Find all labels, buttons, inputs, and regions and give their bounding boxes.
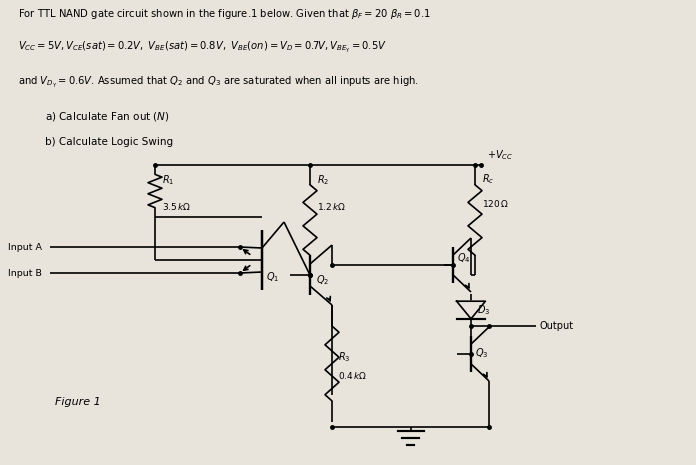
- Text: $R_3$: $R_3$: [338, 350, 351, 364]
- Text: $R_1$: $R_1$: [162, 173, 175, 187]
- Text: $Q_2$: $Q_2$: [316, 273, 329, 287]
- Text: $V_{CC} = 5V, V_{CE}(sat) = 0.2V,\ V_{BE}(sat) = 0.8V,\ V_{BE}(on) = V_D = 0.7V,: $V_{CC} = 5V, V_{CE}(sat) = 0.2V,\ V_{BE…: [18, 40, 387, 55]
- Polygon shape: [457, 301, 485, 319]
- Text: a) Calculate Fan out ($N$): a) Calculate Fan out ($N$): [45, 110, 170, 123]
- Text: Figure 1: Figure 1: [55, 397, 101, 407]
- Text: $+V_{CC}$: $+V_{CC}$: [487, 148, 513, 162]
- Text: Input A: Input A: [8, 243, 42, 252]
- Text: $D_3$: $D_3$: [477, 303, 490, 317]
- Text: $Q_3$: $Q_3$: [475, 346, 489, 360]
- Text: Output: Output: [539, 321, 573, 331]
- Text: and $V_{D_Y} = 0.6V$. Assumed that $Q_2$ and $Q_3$ are saturated when all inputs: and $V_{D_Y} = 0.6V$. Assumed that $Q_2$…: [18, 75, 419, 90]
- Text: b) Calculate Logic Swing: b) Calculate Logic Swing: [45, 137, 173, 147]
- Text: $R_2$: $R_2$: [317, 173, 329, 187]
- Text: For TTL NAND gate circuit shown in the figure.1 below. Given that $\beta_F = 20$: For TTL NAND gate circuit shown in the f…: [18, 7, 431, 21]
- Text: $3.5\,k\Omega$: $3.5\,k\Omega$: [162, 201, 191, 212]
- Text: $0.4\,k\Omega$: $0.4\,k\Omega$: [338, 370, 367, 381]
- Text: $Q_1$: $Q_1$: [266, 270, 279, 284]
- Text: $R_c$: $R_c$: [482, 172, 494, 186]
- Text: $Q_4$: $Q_4$: [457, 251, 470, 265]
- Text: $120\,\Omega$: $120\,\Omega$: [482, 198, 509, 209]
- Text: $1.2\,k\Omega$: $1.2\,k\Omega$: [317, 201, 346, 212]
- Text: Input B: Input B: [8, 268, 42, 278]
